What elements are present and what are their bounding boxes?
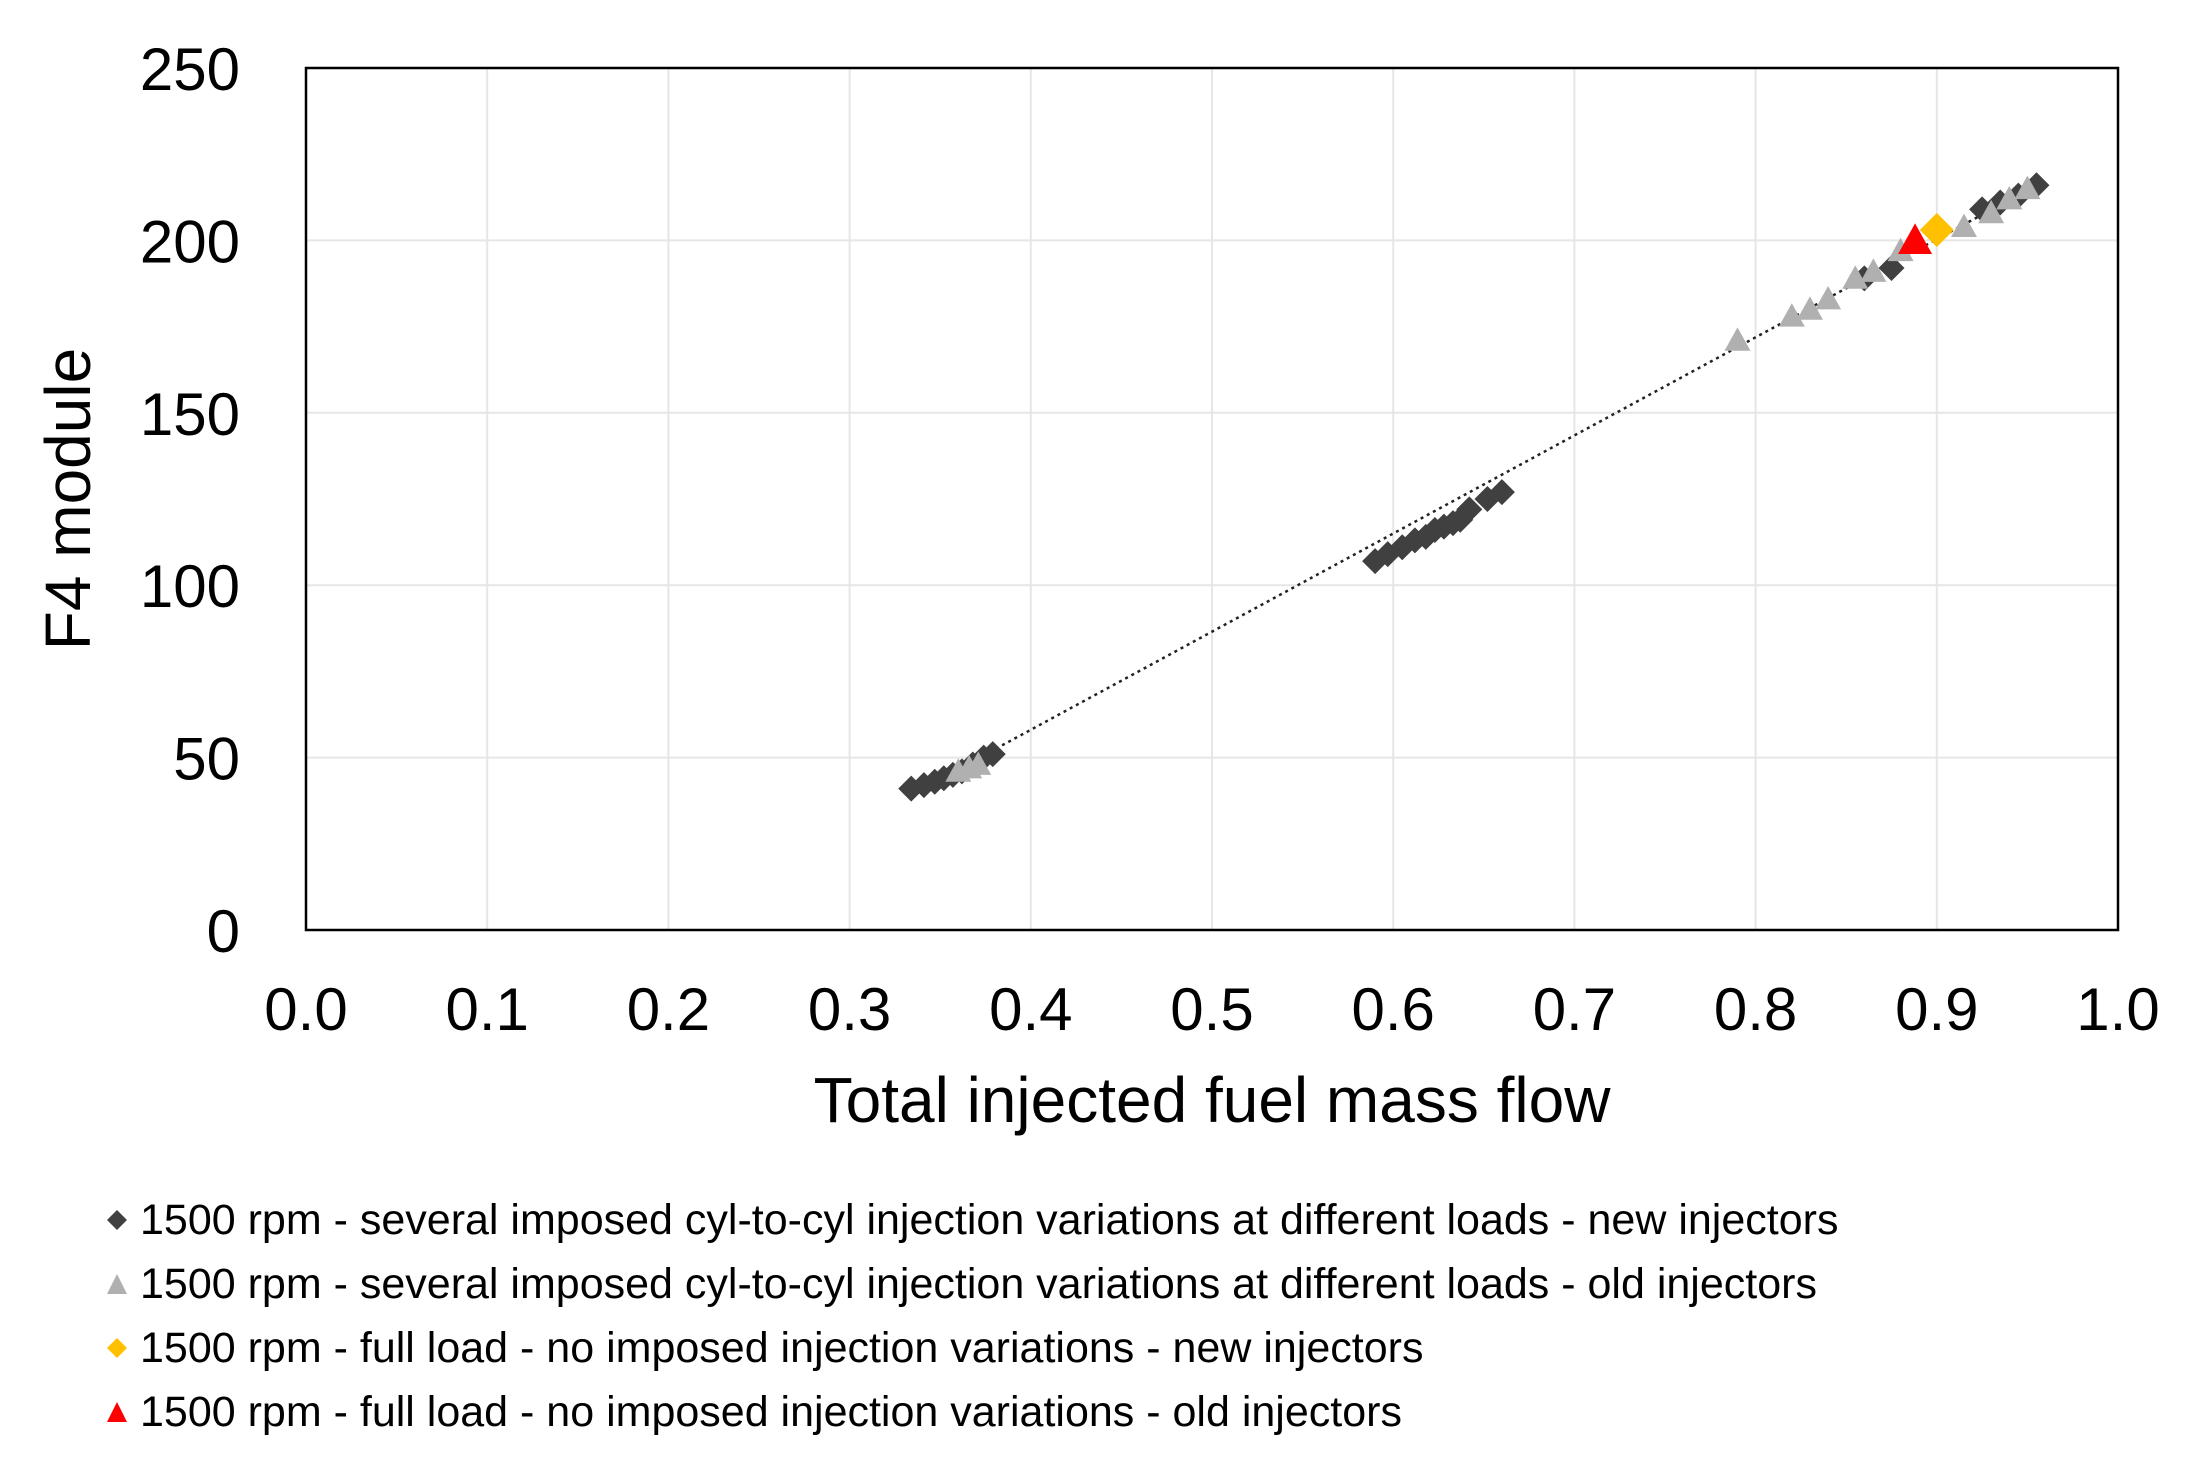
data-point (1778, 303, 1805, 327)
y-tick-label: 100 (140, 553, 240, 620)
trendline (921, 184, 2038, 790)
legend-label: 1500 rpm - several imposed cyl-to-cyl in… (140, 1195, 1839, 1244)
y-tick-label: 50 (173, 726, 240, 793)
legend: 1500 rpm - several imposed cyl-to-cyl in… (100, 1188, 1838, 1444)
y-axis-ticks: 0 50 100 150 200 250 (140, 36, 240, 965)
data-point (1796, 296, 1823, 320)
series-full-load-old (1898, 223, 1933, 254)
y-tick-label: 150 (140, 381, 240, 448)
legend-item: 1500 rpm - several imposed cyl-to-cyl in… (100, 1188, 1838, 1252)
data-point (1488, 479, 1515, 506)
x-tick-label: 0.8 (1714, 976, 1797, 1043)
data-point (1898, 223, 1933, 254)
data-point (965, 751, 992, 775)
series-old-injectors (945, 175, 2041, 782)
x-tick-label: 0.3 (808, 976, 891, 1043)
plot-border (304, 66, 2120, 932)
data-point (1815, 286, 1842, 310)
y-tick-label: 0 (207, 898, 240, 965)
gray-triangle-icon (107, 1274, 127, 1294)
series-full-load-new (1919, 213, 1954, 248)
yellow-diamond-icon (107, 1338, 127, 1358)
data-point (1996, 186, 2023, 210)
data-point (1919, 213, 1954, 248)
data-point (1887, 237, 1914, 262)
data-point (1842, 265, 1869, 289)
data-point (1456, 496, 1483, 523)
data-point (979, 741, 1006, 768)
red-triangle-icon (107, 1402, 127, 1422)
x-axis-label: Total injected fuel mass flow (814, 1064, 1612, 1136)
x-tick-label: 0.7 (1533, 976, 1616, 1043)
x-tick-label: 0.0 (264, 976, 347, 1043)
data-point (1878, 254, 1905, 281)
x-tick-label: 1.0 (2076, 976, 2159, 1043)
data-point (2014, 175, 2041, 200)
legend-item: 1500 rpm - several imposed cyl-to-cyl in… (100, 1252, 1838, 1316)
legend-label: 1500 rpm - full load - no imposed inject… (140, 1323, 1424, 1372)
x-tick-label: 0.4 (989, 976, 1072, 1043)
legend-item: 1500 rpm - full load - no imposed inject… (100, 1380, 1838, 1444)
y-tick-label: 250 (140, 36, 240, 103)
data-point (1978, 199, 2005, 224)
legend-label: 1500 rpm - full load - no imposed inject… (140, 1387, 1402, 1436)
y-axis-label: F4 module (32, 348, 104, 650)
x-tick-label: 0.2 (627, 976, 710, 1043)
y-tick-label: 200 (140, 208, 240, 275)
x-tick-label: 0.5 (1170, 976, 1253, 1043)
x-axis-ticks: 0.0 0.1 0.2 0.3 0.4 0.5 0.6 0.7 0.8 0.9 1.0 (264, 976, 2159, 1043)
dark-diamond-icon (107, 1210, 127, 1230)
x-tick-label: 0.9 (1895, 976, 1978, 1043)
x-tick-label: 0.6 (1351, 976, 1434, 1043)
data-point (1950, 213, 1977, 238)
legend-item: 1500 rpm - full load - no imposed inject… (100, 1316, 1838, 1380)
x-tick-label: 0.1 (445, 976, 528, 1043)
data-point (1860, 258, 1887, 282)
data-point (1724, 327, 1751, 351)
legend-label: 1500 rpm - several imposed cyl-to-cyl in… (140, 1259, 1817, 1308)
